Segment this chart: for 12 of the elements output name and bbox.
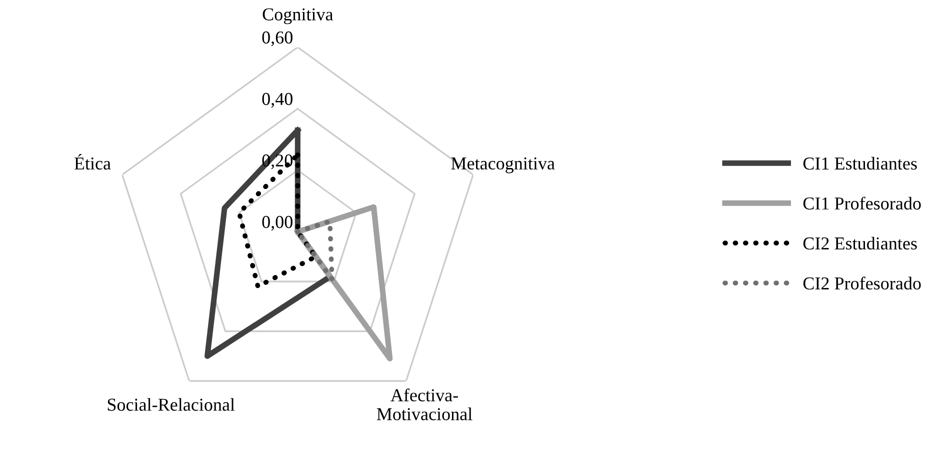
legend-label: CI1 Estudiantes (803, 156, 917, 170)
spoke-label: Metacognitiva (451, 157, 555, 174)
spoke-label: Afectiva- Motivacional (376, 388, 472, 420)
legend-label: CI2 Estudiantes (803, 236, 917, 250)
spoke-label: Ética (74, 154, 111, 170)
y-tick-label: 0,40 (262, 92, 292, 108)
spoke-label: Cognitiva (262, 8, 334, 24)
y-tick-label: 0,60 (262, 31, 292, 46)
legend-label: CI2 Profesorado (803, 276, 921, 290)
y-tick-label: 0,00 (262, 216, 292, 231)
legend-label: CI1 Profesorado (803, 196, 921, 210)
spoke-label: Social-Relacional (108, 398, 235, 411)
